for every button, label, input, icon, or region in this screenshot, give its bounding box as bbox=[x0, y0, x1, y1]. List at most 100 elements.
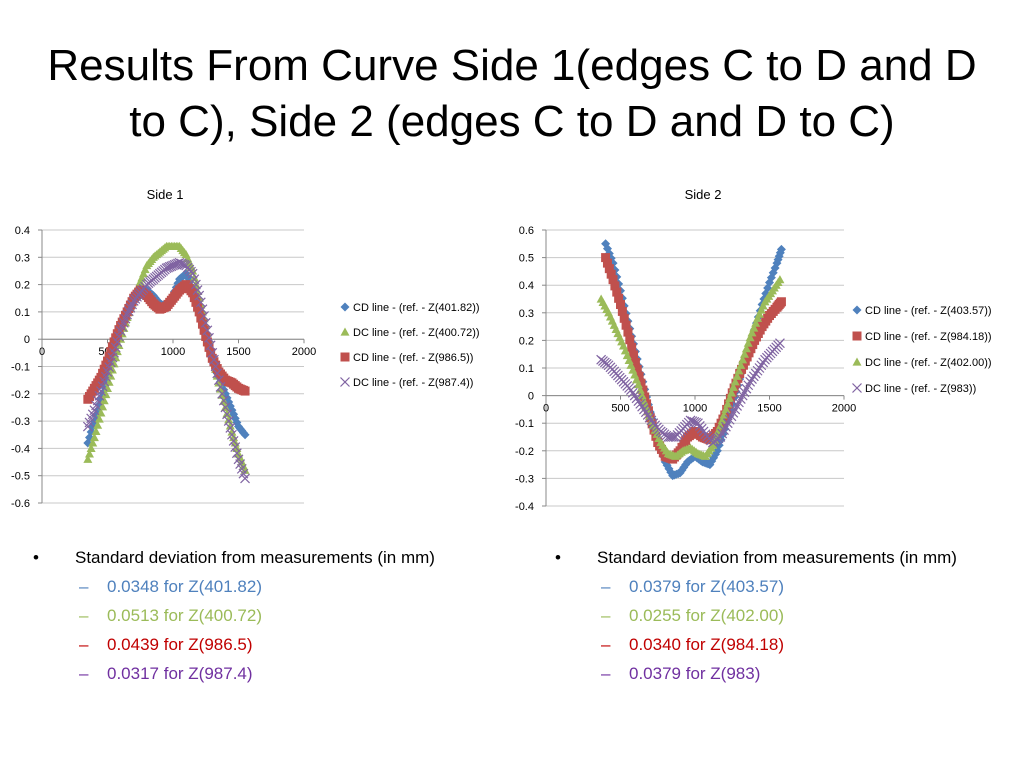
bullet-glyph: • bbox=[33, 548, 39, 567]
data-point bbox=[161, 263, 172, 274]
x-marker-stroke bbox=[758, 357, 769, 368]
y-tick-label: 0.1 bbox=[15, 307, 30, 319]
dash-glyph: – bbox=[601, 577, 611, 596]
data-point bbox=[88, 438, 98, 447]
data-point bbox=[127, 299, 137, 310]
x-marker-stroke bbox=[745, 376, 756, 387]
bullet-item: – 0.0439 for Z(986.5) bbox=[33, 630, 435, 659]
data-point bbox=[743, 338, 753, 347]
data-point bbox=[139, 269, 149, 278]
data-point bbox=[222, 409, 232, 418]
x-marker-stroke bbox=[161, 263, 172, 274]
data-point bbox=[189, 273, 199, 282]
x-marker-stroke bbox=[230, 442, 241, 452]
legend-marker bbox=[852, 357, 862, 366]
data-point bbox=[204, 332, 214, 343]
data-point bbox=[163, 262, 174, 273]
x-marker-stroke bbox=[163, 262, 174, 273]
data-point bbox=[197, 319, 207, 329]
data-point bbox=[732, 371, 742, 380]
data-point bbox=[687, 416, 698, 427]
slide-title: Results From Curve Side 1(edges C to D a… bbox=[47, 41, 977, 146]
x-marker-stroke bbox=[693, 418, 703, 429]
data-point bbox=[666, 432, 677, 442]
chart-title: Side 2 bbox=[685, 187, 722, 202]
x-marker-stroke bbox=[127, 299, 137, 310]
x-marker-stroke bbox=[227, 429, 237, 440]
y-tick-label: 0.4 bbox=[15, 225, 30, 237]
x-marker-stroke bbox=[177, 259, 188, 270]
data-point bbox=[753, 313, 763, 322]
data-point bbox=[193, 302, 203, 312]
legend-entry: DC line - (ref. - Z(987.4)) bbox=[353, 377, 473, 389]
data-point bbox=[177, 259, 188, 270]
bullet-heading-text: Standard deviation from measurements (in… bbox=[597, 548, 957, 567]
data-point bbox=[200, 317, 211, 328]
data-point bbox=[738, 355, 748, 364]
data-point bbox=[752, 365, 763, 376]
data-point bbox=[728, 382, 738, 391]
data-point bbox=[227, 427, 237, 436]
x-marker-stroke bbox=[629, 390, 640, 401]
x-marker-stroke bbox=[640, 407, 651, 418]
x-tick-label: 1000 bbox=[161, 346, 185, 358]
y-tick-label: 0.4 bbox=[519, 280, 534, 292]
legend-marker bbox=[340, 327, 350, 336]
y-tick-label: 0 bbox=[24, 334, 30, 346]
data-point bbox=[640, 407, 651, 418]
bullet-item: – 0.0348 for Z(401.82) bbox=[33, 572, 435, 601]
data-point bbox=[694, 421, 705, 431]
bullet-item-text: 0.0255 for Z(402.00) bbox=[629, 606, 784, 625]
data-point bbox=[168, 260, 178, 271]
data-point bbox=[740, 349, 750, 358]
data-point bbox=[717, 415, 727, 425]
data-point bbox=[627, 387, 638, 398]
data-point bbox=[776, 244, 786, 254]
data-point bbox=[625, 335, 635, 345]
data-point bbox=[110, 342, 121, 353]
data-point bbox=[107, 342, 117, 352]
bullet-item: – 0.0317 for Z(987.4) bbox=[33, 659, 435, 688]
x-marker-stroke bbox=[685, 415, 696, 426]
legend-marker bbox=[852, 305, 862, 315]
x-marker-stroke bbox=[698, 426, 709, 437]
data-point bbox=[191, 279, 201, 290]
data-point bbox=[91, 426, 101, 435]
data-point bbox=[750, 368, 761, 379]
x-marker-stroke bbox=[644, 412, 655, 423]
series-4 bbox=[82, 257, 250, 484]
data-point bbox=[730, 377, 740, 386]
data-point bbox=[748, 371, 759, 382]
data-point bbox=[614, 293, 624, 303]
bullet-heading: • Standard deviation from measurements (… bbox=[555, 543, 957, 572]
data-point bbox=[627, 342, 637, 352]
stddev-notes-side-1: • Standard deviation from measurements (… bbox=[33, 543, 435, 688]
bullet-heading-text: Standard deviation from measurements (in… bbox=[75, 548, 435, 567]
data-point bbox=[86, 443, 96, 452]
data-point bbox=[604, 264, 614, 274]
y-tick-label: -0.3 bbox=[11, 416, 30, 428]
x-tick-label: 2000 bbox=[292, 346, 316, 358]
data-point bbox=[196, 313, 206, 323]
data-point bbox=[758, 357, 769, 368]
data-point bbox=[639, 404, 649, 415]
bullet-item: – 0.0379 for Z(403.57) bbox=[555, 572, 957, 601]
data-point bbox=[634, 371, 644, 381]
x-marker-stroke bbox=[114, 331, 124, 342]
data-point bbox=[601, 253, 611, 263]
chart-side-1: Side 1 0.4 0.3 0.2 0.1 0 -0.1 -0.2 -0.3 -0.4 -0.5 -… bbox=[11, 187, 480, 510]
data-point bbox=[619, 313, 629, 323]
x-marker-stroke bbox=[231, 448, 242, 459]
bullet-heading: • Standard deviation from measurements (… bbox=[33, 543, 435, 572]
data-point bbox=[775, 338, 785, 349]
data-point bbox=[103, 356, 112, 366]
dash-glyph: – bbox=[601, 664, 611, 683]
legend-marker bbox=[340, 377, 350, 387]
data-point bbox=[632, 364, 642, 374]
y-tick-label: -0.1 bbox=[515, 418, 534, 430]
series-4 bbox=[596, 338, 785, 448]
data-point bbox=[747, 374, 757, 384]
data-point bbox=[224, 415, 234, 424]
data-point bbox=[199, 325, 209, 335]
bullet-item: – 0.0513 for Z(400.72) bbox=[33, 601, 435, 630]
